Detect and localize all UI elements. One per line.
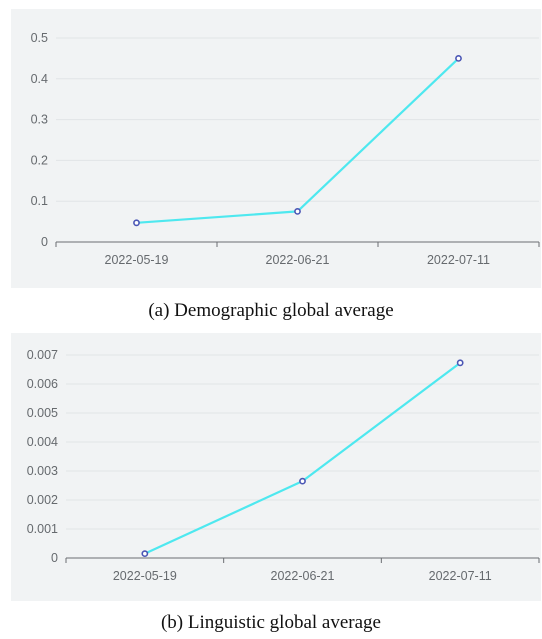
chart-linguistic: 0 0.001 0.002 0.003 0.004 0.005 0.006 0.007 2022… (27, 348, 540, 583)
y-tick-label: 0 (51, 551, 58, 565)
data-point (299, 477, 306, 485)
series-line (144, 361, 461, 555)
y-tick-label: 0 (41, 235, 48, 249)
y-tick-label: 0.003 (27, 464, 58, 478)
y-tick-label: 0.2 (31, 153, 48, 167)
y-tick-label: 0.001 (27, 522, 58, 536)
chart-panel-demographic: 0 0.1 0.2 0.3 0.4 0.5 2022-05-19 2022-06-21 2022… (11, 9, 541, 288)
caption-linguistic: (b) Linguistic global average (160, 612, 381, 633)
y-tick-label: 0.5 (31, 31, 48, 45)
x-tick-label: 2022-06-21 (271, 569, 335, 583)
data-point (456, 359, 464, 367)
y-tick-label: 0.007 (27, 348, 58, 362)
data-point (455, 55, 462, 62)
x-tick-label: 2022-05-19 (105, 253, 169, 267)
y-tick-label: 0.006 (27, 377, 58, 391)
y-tick-label: 0.004 (27, 435, 58, 449)
y-tick-label: 0.3 (31, 113, 48, 127)
data-point (133, 219, 140, 227)
x-tick-label: 2022-06-21 (266, 253, 330, 267)
x-tick-label: 2022-07-11 (429, 569, 492, 583)
data-point (294, 207, 301, 215)
y-tick-label: 0.005 (27, 406, 58, 420)
y-tick-label: 0.4 (31, 72, 48, 86)
x-tick-label: 2022-07-11 (427, 253, 490, 267)
y-tick-label: 0.1 (31, 194, 48, 208)
series-line (136, 57, 460, 224)
data-point (141, 550, 149, 558)
chart-panel-linguistic: 0 0.001 0.002 0.003 0.004 0.005 0.006 0.007 2022… (11, 333, 541, 601)
caption-demographic: (a) Demographic global average (148, 300, 394, 321)
chart-demographic: 0 0.1 0.2 0.3 0.4 0.5 2022-05-19 2022-06-21 2022… (31, 31, 540, 267)
x-tick-label: 2022-05-19 (113, 569, 177, 583)
y-tick-label: 0.002 (27, 493, 58, 507)
